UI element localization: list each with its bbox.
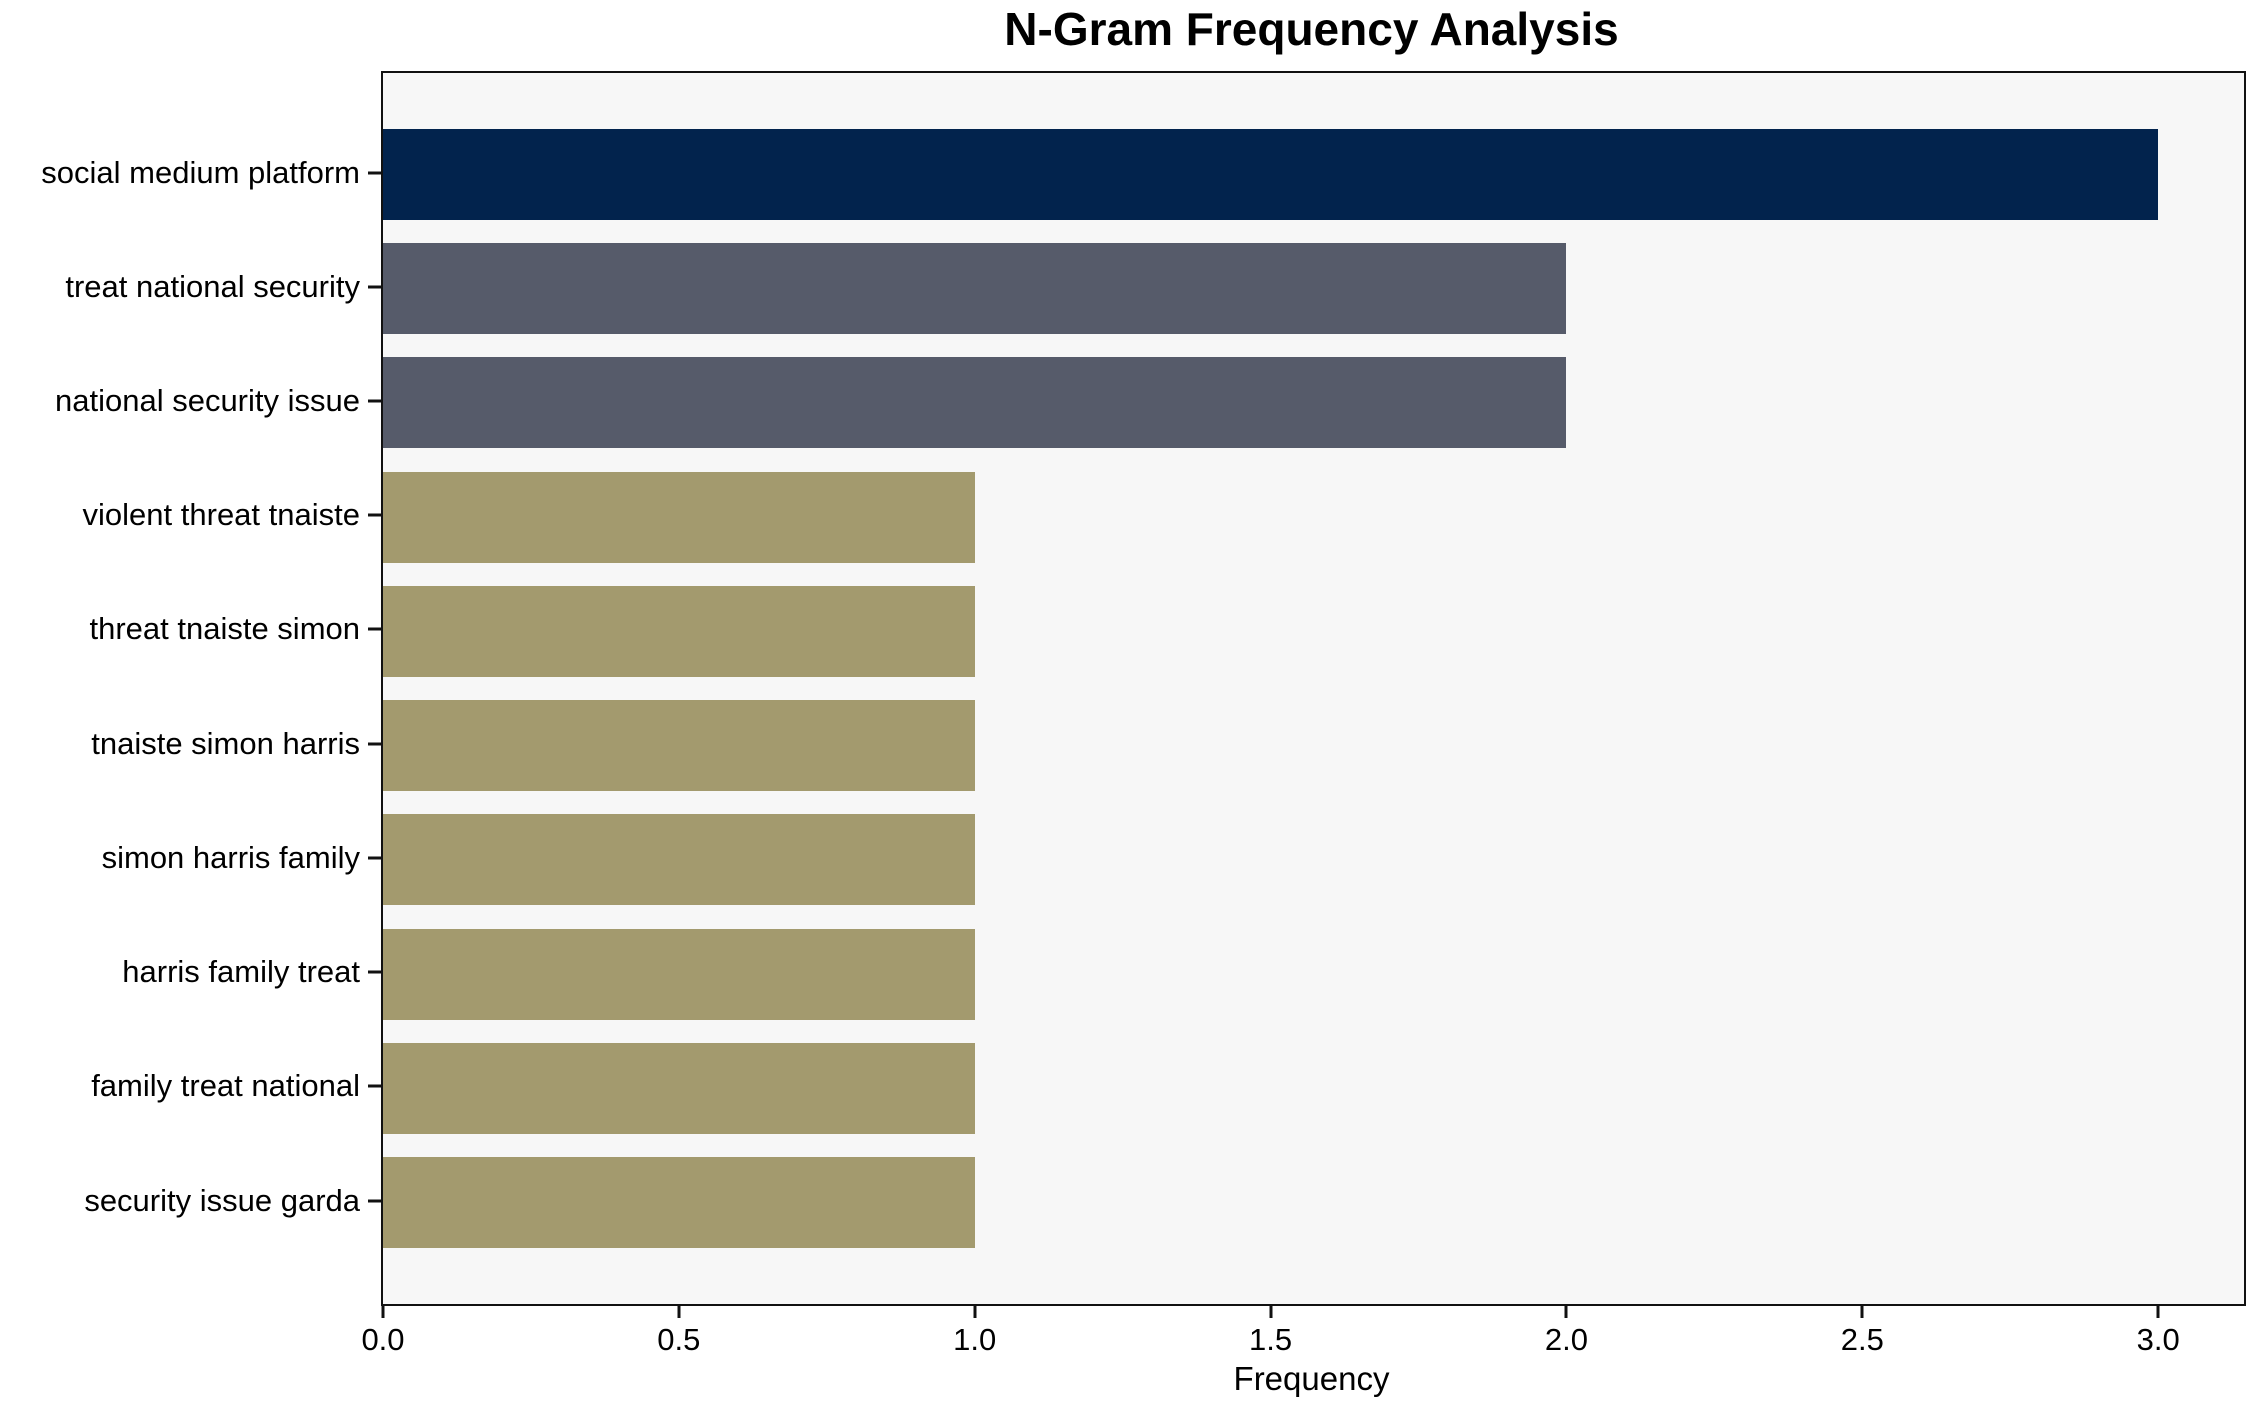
x-axis-label: Frequency xyxy=(1233,1360,1390,1397)
bar xyxy=(383,243,1567,335)
x-tick-label: 0.5 xyxy=(657,1322,701,1357)
x-tick-mark xyxy=(677,1306,681,1318)
y-tick-label: security issue garda xyxy=(84,1182,360,1218)
y-tick-mark xyxy=(368,856,381,860)
bar xyxy=(383,1042,975,1134)
x-tick-mark xyxy=(1564,1306,1568,1318)
y-tick-label: treat national security xyxy=(65,268,360,304)
y-tick-mark xyxy=(368,285,381,289)
y-tick-mark xyxy=(368,742,381,746)
bar xyxy=(383,700,975,792)
x-tick-label: 0.0 xyxy=(361,1322,405,1357)
bar xyxy=(383,357,1567,449)
plot-area xyxy=(381,71,2246,1306)
bar xyxy=(383,585,975,677)
y-tick-mark xyxy=(368,627,381,631)
y-tick-label: simon harris family xyxy=(101,839,360,875)
x-tick-mark xyxy=(381,1306,385,1318)
x-tick-label: 1.0 xyxy=(953,1322,997,1357)
bar xyxy=(383,814,975,906)
x-tick-label: 2.5 xyxy=(1840,1322,1884,1357)
y-tick-mark xyxy=(368,1084,381,1088)
y-tick-mark xyxy=(368,399,381,403)
y-tick-label: threat tnaiste simon xyxy=(89,611,360,647)
y-tick-label: violent threat tnaiste xyxy=(82,497,360,533)
x-tick-label: 2.0 xyxy=(1544,1322,1589,1357)
x-tick-mark xyxy=(1269,1306,1273,1318)
chart-title: N-Gram Frequency Analysis xyxy=(1004,3,1619,55)
bar xyxy=(383,129,2159,220)
y-tick-mark xyxy=(368,1199,381,1202)
y-tick-mark xyxy=(368,513,381,517)
bar xyxy=(383,928,975,1020)
x-tick-mark xyxy=(1860,1306,1864,1318)
y-tick-label: social medium platform xyxy=(41,154,360,190)
x-tick-label: 3.0 xyxy=(2136,1322,2180,1357)
x-tick-label: 1.5 xyxy=(1249,1322,1293,1357)
bar xyxy=(383,1157,975,1248)
x-tick-mark xyxy=(2156,1306,2160,1318)
y-tick-label: tnaiste simon harris xyxy=(91,725,360,761)
y-tick-mark xyxy=(368,171,381,174)
y-tick-label: harris family treat xyxy=(122,954,360,990)
y-tick-mark xyxy=(368,970,381,974)
bar xyxy=(383,471,975,563)
y-tick-label: family treat national xyxy=(91,1068,360,1104)
y-tick-label: national security issue xyxy=(55,382,360,418)
x-tick-mark xyxy=(973,1306,977,1318)
